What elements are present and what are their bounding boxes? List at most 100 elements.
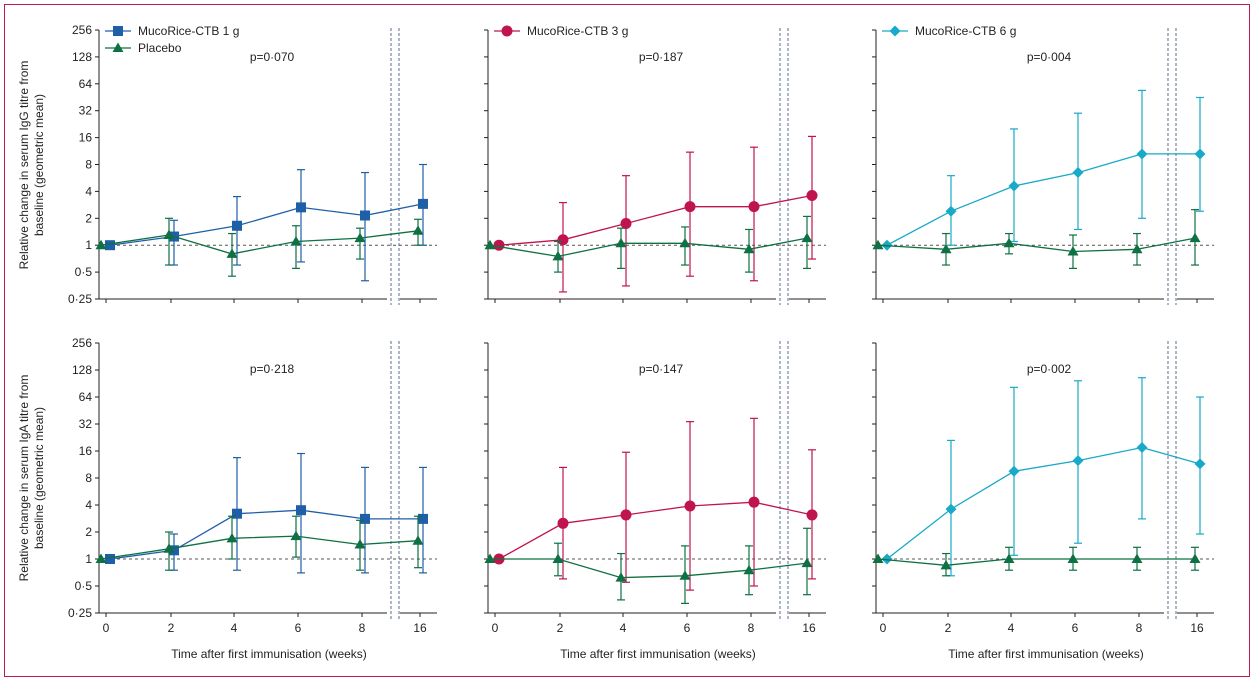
- figure-frame: [4, 4, 1250, 677]
- data-point: [552, 553, 564, 563]
- y-axis-label-line: Relative change in serum IgG titre from: [17, 61, 31, 270]
- data-point: [418, 198, 428, 209]
- y-tick-label: 0·25: [68, 292, 92, 306]
- data-point: [748, 201, 760, 213]
- panel-igg-6g: p=0·004 MucoRice-CTB 6 g: [872, 24, 1214, 305]
- data-point: [1003, 237, 1015, 248]
- series-dose1: [105, 163, 428, 282]
- x-tick-label: 0: [880, 621, 887, 635]
- series-placebo: [872, 546, 1201, 577]
- series-line: [100, 535, 419, 560]
- p-value-label: p=0·218: [250, 362, 295, 376]
- data-point: [105, 240, 115, 251]
- y-tick-label: 0·25: [68, 606, 92, 620]
- data-point: [1008, 465, 1020, 477]
- series-dose6: [881, 89, 1206, 251]
- p-value-label: p=0·147: [639, 362, 684, 376]
- x-tick-label: 4: [1008, 621, 1015, 635]
- legend-marker: [112, 42, 124, 52]
- y-tick-label: 256: [72, 336, 92, 350]
- series-dose3: [493, 417, 818, 591]
- panel-iga-1g: 0·25 0·5 1 2 4 8 16 32 64 128 256 0 2 4 6 8 16 Time after…: [68, 336, 437, 661]
- data-point: [360, 513, 370, 524]
- y-axis-label-iga: Relative change in serum IgA titre fromb…: [17, 375, 46, 582]
- data-point: [1072, 455, 1084, 467]
- data-point: [552, 250, 564, 261]
- p-value-label: p=0·002: [1027, 362, 1072, 376]
- x-tick-label: 0: [492, 621, 499, 635]
- data-point: [354, 232, 366, 243]
- series-line: [109, 509, 423, 560]
- legend: MucoRice-CTB 6 g: [882, 24, 1016, 38]
- x-axis-label: Time after first immunisation (weeks): [948, 647, 1144, 661]
- y-tick-label: 4: [85, 498, 92, 512]
- series-placebo: [95, 515, 424, 571]
- x-tick-label: 8: [1136, 621, 1143, 635]
- data-point: [615, 237, 627, 248]
- legend-marker: [501, 25, 513, 37]
- data-point: [290, 530, 302, 541]
- x-tick-label: 16: [802, 621, 816, 635]
- data-point: [169, 545, 179, 556]
- y-tick-label: 1: [85, 552, 92, 566]
- y-tick-label: 64: [79, 390, 93, 404]
- y-tick-label: 4: [85, 184, 92, 198]
- legend-label: Placebo: [138, 41, 182, 55]
- p-value-label: p=0·004: [1027, 50, 1072, 64]
- series-dose1: [105, 452, 428, 574]
- data-point: [360, 210, 370, 221]
- data-point: [1067, 553, 1079, 563]
- x-tick-label: 8: [359, 621, 366, 635]
- data-point: [620, 217, 632, 229]
- data-point: [484, 553, 496, 563]
- data-point: [296, 202, 306, 213]
- x-tick-label: 4: [231, 621, 238, 635]
- y-tick-label: 0·5: [75, 265, 93, 279]
- y-axis-label-igg: Relative change in serum IgG titre fromb…: [17, 61, 46, 270]
- data-point: [1131, 553, 1143, 563]
- y-tick-label: 16: [79, 131, 93, 145]
- p-value-label: p=0·070: [250, 50, 295, 64]
- data-point: [679, 237, 691, 248]
- data-point: [881, 553, 893, 565]
- data-point: [801, 557, 813, 568]
- x-tick-label: 8: [748, 621, 755, 635]
- data-point: [872, 553, 884, 563]
- data-point: [1189, 553, 1201, 563]
- series-line: [877, 558, 1195, 566]
- data-point: [232, 508, 242, 519]
- data-point: [945, 205, 957, 217]
- data-point: [806, 509, 818, 521]
- data-point: [105, 554, 115, 564]
- legend-marker: [113, 26, 123, 36]
- y-tick-label: 0·5: [75, 579, 93, 593]
- data-point: [493, 239, 505, 251]
- data-point: [1194, 458, 1206, 470]
- data-point: [557, 517, 569, 529]
- data-point: [679, 570, 691, 580]
- y-tick-label: 8: [85, 158, 92, 172]
- series-placebo: [872, 209, 1201, 270]
- series-line: [498, 501, 813, 560]
- data-point: [1136, 442, 1148, 454]
- data-point: [1194, 148, 1206, 160]
- data-point: [95, 553, 107, 563]
- data-point: [290, 236, 302, 246]
- y-tick-label: 256: [72, 23, 92, 37]
- data-point: [743, 243, 755, 254]
- data-point: [557, 234, 569, 246]
- data-point: [801, 232, 813, 243]
- series-line: [877, 237, 1196, 253]
- data-point: [1008, 180, 1020, 192]
- y-tick-label: 32: [79, 104, 93, 118]
- panel-iga-3g: 0 2 4 6 8 16 Time after first immunisation (we…: [484, 341, 826, 661]
- data-point: [484, 239, 496, 250]
- x-tick-label: 16: [1190, 621, 1204, 635]
- panel-igg-1g: 0·25 0·5 1 2 4 8 16 32 64 128 256 p=0·070 MucoRice-C…: [68, 23, 437, 306]
- y-tick-label: 32: [79, 417, 93, 431]
- data-point: [296, 505, 306, 516]
- y-axis-label-line: baseline (geometric mean): [32, 407, 46, 549]
- data-point: [615, 572, 627, 582]
- legend: MucoRice-CTB 1 g Placebo: [105, 24, 239, 55]
